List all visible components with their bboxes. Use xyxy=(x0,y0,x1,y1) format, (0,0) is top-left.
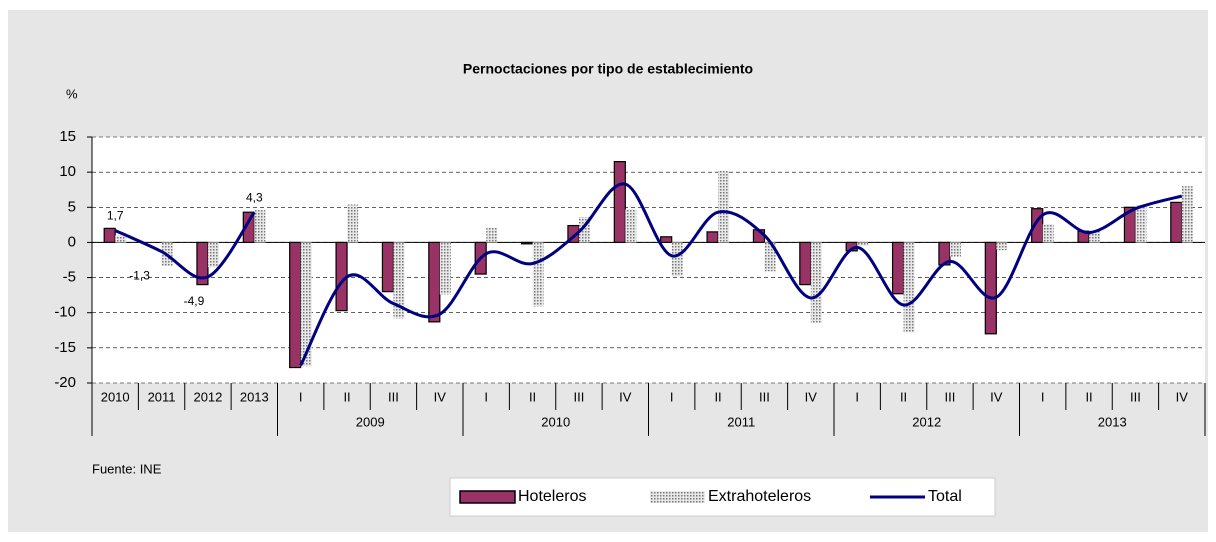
source: Fuente: INE xyxy=(92,461,162,476)
x-tick-label: I xyxy=(299,389,303,404)
bar xyxy=(207,242,219,268)
bar xyxy=(764,242,776,272)
x-tick-label: I xyxy=(670,389,674,404)
y-tick-label: 0 xyxy=(68,233,76,250)
legend-swatch xyxy=(459,490,516,504)
x-tick-label: 2013 xyxy=(240,389,269,404)
bar xyxy=(347,204,359,243)
x-tick-label: IV xyxy=(434,389,447,404)
bar xyxy=(799,241,812,286)
y-tick-label: 15 xyxy=(59,128,76,145)
x-tick-label: III xyxy=(1130,389,1141,404)
bar xyxy=(613,161,626,244)
x-tick-label: 2011 xyxy=(148,389,176,404)
x-tick-label: III xyxy=(574,389,585,404)
legend-label: Hoteleros xyxy=(518,488,586,505)
bar xyxy=(578,217,590,243)
x-tick-label: IV xyxy=(805,389,818,404)
x-tick-label: 2012 xyxy=(193,389,222,404)
data-label: -4,9 xyxy=(184,294,205,308)
bar xyxy=(532,242,544,307)
bar xyxy=(1170,201,1183,244)
line xyxy=(114,211,256,280)
x-tick-label: I xyxy=(484,389,488,404)
x-tick-label: III xyxy=(388,389,399,404)
bar xyxy=(891,241,905,295)
bar xyxy=(810,242,822,323)
bar xyxy=(718,170,730,243)
group-label: 2009 xyxy=(356,414,385,429)
bar xyxy=(115,235,127,243)
bar xyxy=(1181,186,1193,243)
bar xyxy=(486,227,498,243)
x-tick-label: II xyxy=(529,389,536,404)
y-tick-label: -15 xyxy=(54,339,76,356)
group-label: 2012 xyxy=(912,414,941,429)
y-tick-label: -10 xyxy=(54,304,76,321)
bar xyxy=(706,231,719,244)
bar xyxy=(381,241,395,293)
bar xyxy=(625,209,637,243)
bar xyxy=(428,241,441,323)
y-tick-label: -5 xyxy=(63,269,76,286)
x-tick-label: II xyxy=(900,389,907,404)
x-tick-label: III xyxy=(945,389,956,404)
bar xyxy=(1135,205,1147,243)
y-tick-label: -20 xyxy=(54,374,76,391)
group-label: 2011 xyxy=(727,414,755,429)
x-tick-label: II xyxy=(1085,389,1092,404)
bar xyxy=(439,242,451,295)
bar xyxy=(996,242,1008,251)
x-tick-label: II xyxy=(714,389,721,404)
legend-label: Extrahoteleros xyxy=(708,488,811,505)
x-tick-label: II xyxy=(343,389,350,404)
plot-area xyxy=(92,137,1205,383)
x-tick-label: 2010 xyxy=(101,389,130,404)
bar xyxy=(857,242,869,246)
bar xyxy=(660,236,673,244)
bar xyxy=(949,242,961,257)
bar xyxy=(903,242,915,333)
bar xyxy=(103,227,116,244)
x-tick-label: I xyxy=(855,389,859,404)
data-label: -1,3 xyxy=(129,269,150,283)
bar xyxy=(520,241,534,245)
legend-swatch xyxy=(650,491,705,503)
bar xyxy=(393,242,405,319)
bar xyxy=(1042,224,1054,243)
bar xyxy=(254,210,266,243)
x-tick-label: IV xyxy=(1176,389,1189,404)
data-label: 1,7 xyxy=(107,209,124,223)
bar xyxy=(289,241,302,369)
chart-title: Pernoctaciones por tipo de establecimien… xyxy=(463,61,753,77)
x-tick-label: I xyxy=(1041,389,1045,404)
bar xyxy=(984,241,997,335)
bar xyxy=(300,242,312,367)
legend-label: Total xyxy=(928,488,962,505)
bar xyxy=(1089,230,1101,243)
y-tick-label: 5 xyxy=(68,198,76,215)
group-label: 2010 xyxy=(541,414,570,429)
x-tick-label: IV xyxy=(990,389,1003,404)
x-tick-label: IV xyxy=(619,389,632,404)
x-tick-label: III xyxy=(759,389,770,404)
group-label: 2013 xyxy=(1098,414,1127,429)
y-tick-label: 10 xyxy=(59,163,76,180)
data-label: 4,3 xyxy=(246,190,263,204)
y-axis-label: % xyxy=(66,86,78,101)
bar xyxy=(671,242,683,277)
line xyxy=(299,182,1183,367)
